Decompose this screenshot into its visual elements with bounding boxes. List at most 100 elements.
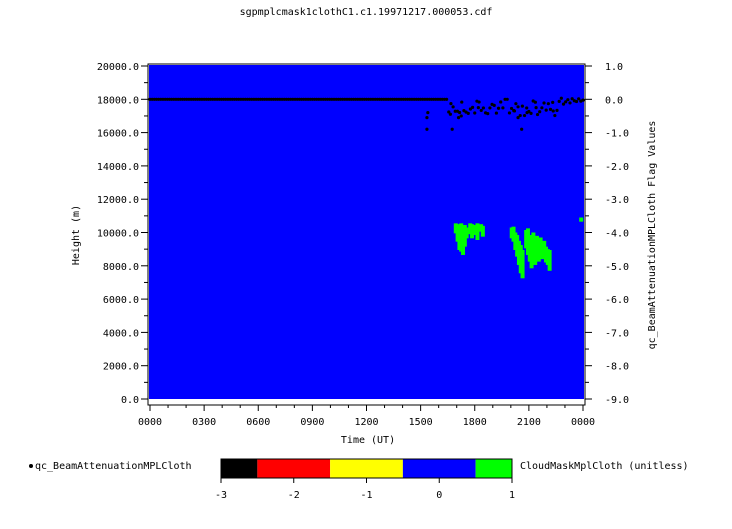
qc-point [529, 111, 533, 115]
qc-point [559, 96, 563, 100]
x-tick-label: 0300 [192, 417, 216, 428]
qc-point [557, 99, 561, 103]
qc-point [448, 112, 452, 116]
x-axis: 0000 0300 0600 0900 1200 1500 1800 2100 0000 [138, 405, 595, 428]
qc-point [535, 112, 540, 117]
qc-point [450, 127, 454, 131]
qc-point [499, 100, 503, 104]
qc-legend-label: qc_BeamAttenuationMPLCloth [35, 461, 192, 472]
colorbar-bin [402, 459, 476, 478]
y2-tick-label: -8.0 [605, 362, 629, 373]
qc-point [551, 100, 555, 104]
qc-point [425, 127, 429, 131]
qc-point [496, 106, 501, 110]
qc-point [520, 127, 524, 131]
qc-point [551, 109, 555, 113]
qc-point [546, 102, 550, 106]
y-tick-label: 18000.0 [97, 95, 139, 106]
qc-point [570, 97, 574, 101]
y-axis-label: Height (m) [71, 205, 82, 265]
qc-point [548, 107, 553, 112]
qc-point [540, 106, 544, 110]
y-tick-label: 12000.0 [97, 195, 139, 206]
qc-point [534, 106, 538, 110]
qc-point [533, 100, 537, 104]
qc-point [581, 98, 585, 102]
cloud-block [480, 225, 485, 237]
qc-point [470, 105, 475, 109]
colorbar-tick-label: -2 [288, 490, 300, 501]
x-tick-label: 2100 [517, 417, 541, 428]
qc-point [518, 113, 522, 118]
colorbar-bin [475, 459, 512, 478]
cloud-block [464, 227, 469, 239]
qc-point [542, 101, 546, 105]
y-axis-left: 0.0 2000.0 4000.0 6000.0 8000.0 10000.0 12000.… [97, 62, 148, 406]
cloud-block [579, 217, 584, 222]
qc-point [538, 110, 542, 114]
colorbar-label: CloudMaskMplCloth (unitless) [520, 461, 689, 472]
qc-point [426, 111, 430, 115]
x-tick-label: 1500 [409, 417, 433, 428]
qc-point [425, 116, 429, 120]
qc-point [460, 100, 464, 104]
qc-point [477, 100, 481, 104]
qc-point [561, 102, 566, 106]
colorbar-tick-label: 1 [509, 490, 515, 501]
x-tick-label: 0000 [571, 417, 595, 428]
qc-point [525, 106, 529, 110]
x-tick-label: 0600 [246, 417, 270, 428]
qc-point [512, 109, 517, 113]
qc-point [457, 110, 462, 115]
x-axis-label: Time (UT) [341, 435, 395, 446]
qc-point [522, 113, 527, 118]
qc-point [564, 100, 568, 104]
y2-tick-label: 0.0 [605, 95, 623, 106]
qc-legend-marker [29, 464, 33, 468]
colorbar-bin [330, 459, 403, 478]
qc-point [445, 97, 449, 101]
y-axis-right: -9.0 -8.0 -7.0 -6.0 -5.0 -4.0 -3.0 -2.0 -1.0 0.0 1… [585, 62, 629, 406]
qc-point [449, 101, 453, 106]
y2-tick-label: -7.0 [605, 328, 629, 339]
x-tick-label: 1800 [463, 417, 487, 428]
qc-point [516, 105, 520, 109]
qc-point [456, 116, 461, 120]
y-tick-label: 6000.0 [103, 295, 139, 306]
y-tick-label: 10000.0 [97, 229, 139, 240]
y-tick-label: 20000.0 [97, 62, 139, 73]
y2-tick-label: -9.0 [605, 395, 629, 406]
x-tick-label: 0900 [300, 417, 324, 428]
y2-tick-label: -2.0 [605, 162, 629, 173]
cloud-block [547, 249, 552, 271]
qc-flag-layer [148, 96, 585, 131]
colorbar-tick-label: -1 [360, 490, 372, 501]
qc-point [507, 111, 511, 115]
qc-point [514, 102, 518, 106]
cloud-block [542, 240, 547, 252]
qc-point [459, 114, 463, 118]
y2-tick-label: -1.0 [605, 129, 629, 140]
y2-tick-label: -6.0 [605, 295, 629, 306]
qc-point [516, 116, 520, 120]
qc-point [476, 106, 480, 110]
colorbar-bin [221, 459, 258, 478]
qc-point [525, 111, 529, 115]
y-tick-label: 8000.0 [103, 262, 139, 273]
qc-point [568, 101, 572, 105]
y-tick-label: 16000.0 [97, 129, 139, 140]
qc-legend: qc_BeamAttenuationMPLCloth [29, 461, 192, 472]
y2-axis-label: qc_BeamAttenuationMPLCloth Flag Values [647, 121, 658, 350]
y2-tick-label: -5.0 [605, 262, 629, 273]
chart-title: sgpmplcmask1clothC1.c1.19971217.000053.c… [240, 7, 493, 18]
qc-point [577, 97, 581, 101]
y2-tick-label: -4.0 [605, 229, 629, 240]
qc-point [509, 106, 514, 111]
qc-point [566, 98, 570, 102]
qc-point [479, 108, 483, 113]
plot-area [147, 63, 586, 406]
y2-tick-label: -3.0 [605, 195, 629, 206]
qc-point [481, 106, 486, 110]
